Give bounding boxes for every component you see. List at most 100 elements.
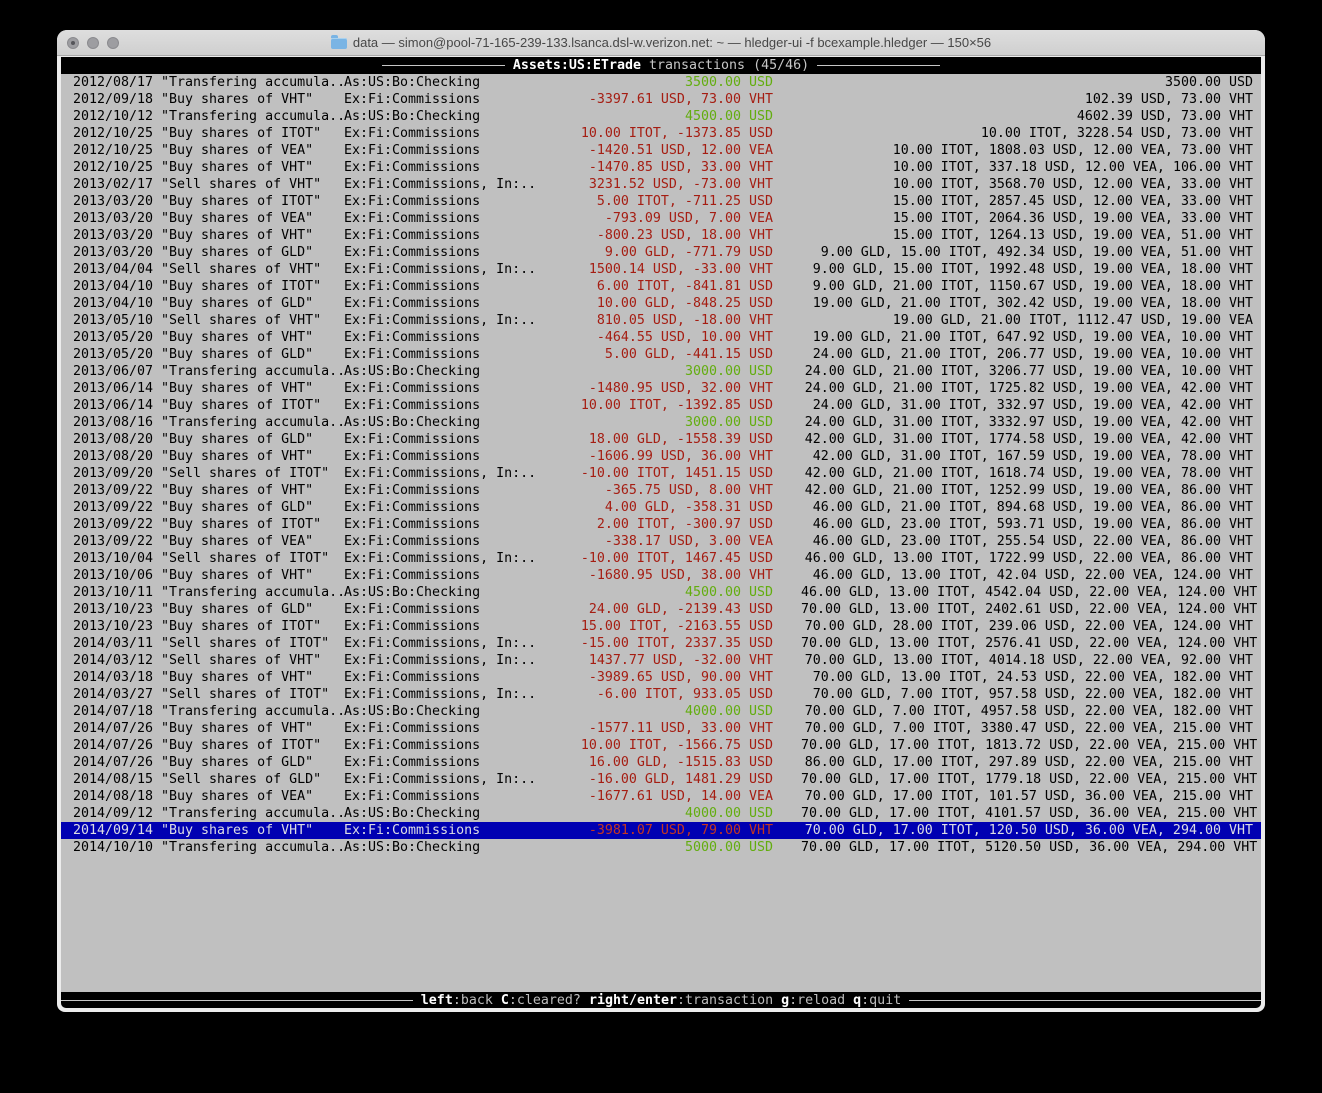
close-button[interactable] <box>67 37 79 49</box>
transaction-running-balance: 24.00 GLD, 31.00 ITOT, 332.97 USD, 19.00… <box>812 398 1253 413</box>
transaction-row-selected[interactable]: 2014/09/14 "Buy shares of VHT" Ex:Fi:Commi… <box>61 822 1261 839</box>
transaction-date: 2014/07/26 <box>73 721 154 736</box>
transaction-account: Ex:Fi:Commissions <box>344 738 481 753</box>
transaction-amount: -1480.95 USD, 32.00 VHT <box>588 381 773 396</box>
transaction-row[interactable]: 2013/03/20 "Buy shares of ITOT" Ex:Fi:Comm… <box>61 193 1261 210</box>
terminal-screen: Assets:US:ETrade transactions (45/46) 20… <box>61 57 1261 1008</box>
transaction-amount: -365.75 USD, 8.00 VHT <box>604 483 773 498</box>
transaction-row[interactable]: 2012/08/17 "Transfering accumula.. As:US:B… <box>61 74 1261 91</box>
transaction-running-balance: 46.00 GLD, 13.00 ITOT, 4542.04 USD, 22.0… <box>801 585 1258 600</box>
transaction-row[interactable]: 2013/04/10 "Buy shares of ITOT" Ex:Fi:Comm… <box>61 278 1261 295</box>
transaction-row[interactable]: 2013/10/11 "Transfering accumula.. As:US:B… <box>61 584 1261 601</box>
footer-key-label: :reload <box>789 993 854 1008</box>
transaction-row[interactable]: 2013/10/04 "Sell shares of ITOT" Ex:Fi:Com… <box>61 550 1261 567</box>
transaction-row[interactable]: 2013/10/23 "Buy shares of GLD" Ex:Fi:Commi… <box>61 601 1261 618</box>
transaction-row[interactable]: 2014/03/11 "Sell shares of ITOT" Ex:Fi:Com… <box>61 635 1261 652</box>
transaction-account: Ex:Fi:Commissions <box>344 755 481 770</box>
transaction-row[interactable]: 2012/10/25 "Buy shares of VHT" Ex:Fi:Commi… <box>61 159 1261 176</box>
transaction-row[interactable]: 2013/05/10 "Sell shares of VHT" Ex:Fi:Comm… <box>61 312 1261 329</box>
transaction-running-balance: 9.00 GLD, 21.00 ITOT, 1150.67 USD, 19.00… <box>812 279 1253 294</box>
window-titlebar[interactable]: data — simon@pool-71-165-239-133.lsanca.… <box>57 30 1265 56</box>
transaction-running-balance: 70.00 GLD, 17.00 ITOT, 120.50 USD, 36.00… <box>804 823 1253 838</box>
transaction-amount: 24.00 GLD, -2139.43 USD <box>588 602 773 617</box>
transaction-row[interactable]: 2014/03/18 "Buy shares of VHT" Ex:Fi:Commi… <box>61 669 1261 686</box>
transaction-running-balance: 102.39 USD, 73.00 VHT <box>1084 92 1253 107</box>
transaction-amount: 5000.00 USD <box>684 840 773 855</box>
transaction-amount: -1420.51 USD, 12.00 VEA <box>588 143 773 158</box>
transaction-row[interactable]: 2014/03/12 "Sell shares of VHT" Ex:Fi:Comm… <box>61 652 1261 669</box>
transaction-row[interactable]: 2012/10/25 "Buy shares of VEA" Ex:Fi:Commi… <box>61 142 1261 159</box>
transaction-running-balance: 70.00 GLD, 13.00 ITOT, 2402.61 USD, 22.0… <box>801 602 1258 617</box>
minimize-button[interactable] <box>87 37 99 49</box>
transaction-row[interactable]: 2013/05/20 "Buy shares of VHT" Ex:Fi:Commi… <box>61 329 1261 346</box>
transaction-amount: -3981.07 USD, 79.00 VHT <box>588 823 773 838</box>
transaction-account: As:US:Bo:Checking <box>344 585 481 600</box>
transaction-row[interactable]: 2013/10/23 "Buy shares of ITOT" Ex:Fi:Comm… <box>61 618 1261 635</box>
transaction-row[interactable]: 2013/03/20 "Buy shares of VHT" Ex:Fi:Commi… <box>61 227 1261 244</box>
transaction-row[interactable]: 2013/06/14 "Buy shares of VHT" Ex:Fi:Commi… <box>61 380 1261 397</box>
transaction-description: "Sell shares of VHT" <box>161 177 322 192</box>
transaction-row[interactable]: 2014/07/26 "Buy shares of GLD" Ex:Fi:Commi… <box>61 754 1261 771</box>
transaction-date: 2013/03/20 <box>73 211 154 226</box>
transaction-description: "Buy shares of VHT" <box>161 228 314 243</box>
transaction-row[interactable]: 2013/09/22 "Buy shares of ITOT" Ex:Fi:Comm… <box>61 516 1261 533</box>
transaction-amount: -793.09 USD, 7.00 VEA <box>604 211 773 226</box>
footer-key-label: :cleared? <box>508 993 589 1008</box>
zoom-button[interactable] <box>107 37 119 49</box>
transaction-description: "Buy shares of VHT" <box>161 449 314 464</box>
transaction-row[interactable]: 2013/06/14 "Buy shares of ITOT" Ex:Fi:Comm… <box>61 397 1261 414</box>
transaction-row[interactable]: 2014/07/26 "Buy shares of ITOT" Ex:Fi:Comm… <box>61 737 1261 754</box>
transaction-row[interactable]: 2014/08/15 "Sell shares of GLD" Ex:Fi:Comm… <box>61 771 1261 788</box>
transaction-row[interactable]: 2013/03/20 "Buy shares of VEA" Ex:Fi:Commi… <box>61 210 1261 227</box>
transaction-row[interactable]: 2013/09/22 "Buy shares of GLD" Ex:Fi:Commi… <box>61 499 1261 516</box>
transaction-description: "Buy shares of VHT" <box>161 823 314 838</box>
transaction-description: "Buy shares of VEA" <box>161 534 314 549</box>
transaction-row[interactable]: 2013/04/10 "Buy shares of GLD" Ex:Fi:Commi… <box>61 295 1261 312</box>
transaction-row[interactable]: 2012/10/25 "Buy shares of ITOT" Ex:Fi:Comm… <box>61 125 1261 142</box>
transaction-row[interactable]: 2012/10/12 "Transfering accumula.. As:US:B… <box>61 108 1261 125</box>
transaction-running-balance: 19.00 GLD, 21.00 ITOT, 1112.47 USD, 19.0… <box>892 313 1253 328</box>
transaction-amount: 1500.14 USD, -33.00 VHT <box>588 262 773 277</box>
transaction-row[interactable]: 2014/10/10 "Transfering accumula.. As:US:B… <box>61 839 1261 856</box>
transaction-account: Ex:Fi:Commissions, In:.. <box>344 551 537 566</box>
transaction-row[interactable]: 2013/09/22 "Buy shares of VHT" Ex:Fi:Commi… <box>61 482 1261 499</box>
transaction-row[interactable]: 2013/05/20 "Buy shares of GLD" Ex:Fi:Commi… <box>61 346 1261 363</box>
transaction-date: 2013/10/04 <box>73 551 154 566</box>
transaction-row[interactable]: 2014/07/18 "Transfering accumula.. As:US:B… <box>61 703 1261 720</box>
transaction-account: Ex:Fi:Commissions, In:.. <box>344 262 537 277</box>
transaction-running-balance: 70.00 GLD, 7.00 ITOT, 4957.58 USD, 22.00… <box>804 704 1253 719</box>
transaction-account: Ex:Fi:Commissions <box>344 126 481 141</box>
footer-key: C <box>500 993 509 1008</box>
transaction-description: "Sell shares of ITOT" <box>161 551 330 566</box>
transaction-row[interactable]: 2014/09/12 "Transfering accumula.. As:US:B… <box>61 805 1261 822</box>
transaction-row[interactable]: 2014/08/18 "Buy shares of VEA" Ex:Fi:Commi… <box>61 788 1261 805</box>
transaction-amount: 18.00 GLD, -1558.39 USD <box>588 432 773 447</box>
transaction-amount: 15.00 ITOT, -2163.55 USD <box>580 619 773 634</box>
transaction-description: "Sell shares of ITOT" <box>161 636 330 651</box>
transaction-row[interactable]: 2013/10/06 "Buy shares of VHT" Ex:Fi:Commi… <box>61 567 1261 584</box>
transaction-description: "Buy shares of VHT" <box>161 92 314 107</box>
transaction-date: 2013/09/22 <box>73 500 154 515</box>
transaction-running-balance: 70.00 GLD, 28.00 ITOT, 239.06 USD, 22.00… <box>804 619 1253 634</box>
transaction-amount: 4000.00 USD <box>684 806 773 821</box>
transaction-row[interactable]: 2013/03/20 "Buy shares of GLD" Ex:Fi:Commi… <box>61 244 1261 261</box>
transaction-running-balance: 10.00 ITOT, 337.18 USD, 12.00 VEA, 106.0… <box>892 160 1253 175</box>
transaction-row[interactable]: 2013/06/07 "Transfering accumula.. As:US:B… <box>61 363 1261 380</box>
transaction-row[interactable]: 2013/08/16 "Transfering accumula.. As:US:B… <box>61 414 1261 431</box>
transaction-row[interactable]: 2013/02/17 "Sell shares of VHT" Ex:Fi:Comm… <box>61 176 1261 193</box>
transaction-date: 2014/08/15 <box>73 772 154 787</box>
transaction-row[interactable]: 2012/09/18 "Buy shares of VHT" Ex:Fi:Commi… <box>61 91 1261 108</box>
transaction-row[interactable]: 2013/08/20 "Buy shares of VHT" Ex:Fi:Commi… <box>61 448 1261 465</box>
transaction-amount: -10.00 ITOT, 1451.15 USD <box>580 466 773 481</box>
transaction-date: 2013/05/20 <box>73 330 154 345</box>
transaction-row[interactable]: 2013/08/20 "Buy shares of GLD" Ex:Fi:Commi… <box>61 431 1261 448</box>
transaction-row[interactable]: 2014/07/26 "Buy shares of VHT" Ex:Fi:Commi… <box>61 720 1261 737</box>
transaction-row[interactable]: 2013/09/20 "Sell shares of ITOT" Ex:Fi:Com… <box>61 465 1261 482</box>
transaction-account: Ex:Fi:Commissions <box>344 347 481 362</box>
transaction-row[interactable]: 2013/04/04 "Sell shares of VHT" Ex:Fi:Comm… <box>61 261 1261 278</box>
transaction-row[interactable]: 2013/09/22 "Buy shares of VEA" Ex:Fi:Commi… <box>61 533 1261 550</box>
transaction-date: 2012/09/18 <box>73 92 154 107</box>
transaction-date: 2013/06/14 <box>73 381 154 396</box>
transaction-running-balance: 70.00 GLD, 17.00 ITOT, 1813.72 USD, 22.0… <box>801 738 1258 753</box>
transaction-row[interactable]: 2014/03/27 "Sell shares of ITOT" Ex:Fi:Com… <box>61 686 1261 703</box>
